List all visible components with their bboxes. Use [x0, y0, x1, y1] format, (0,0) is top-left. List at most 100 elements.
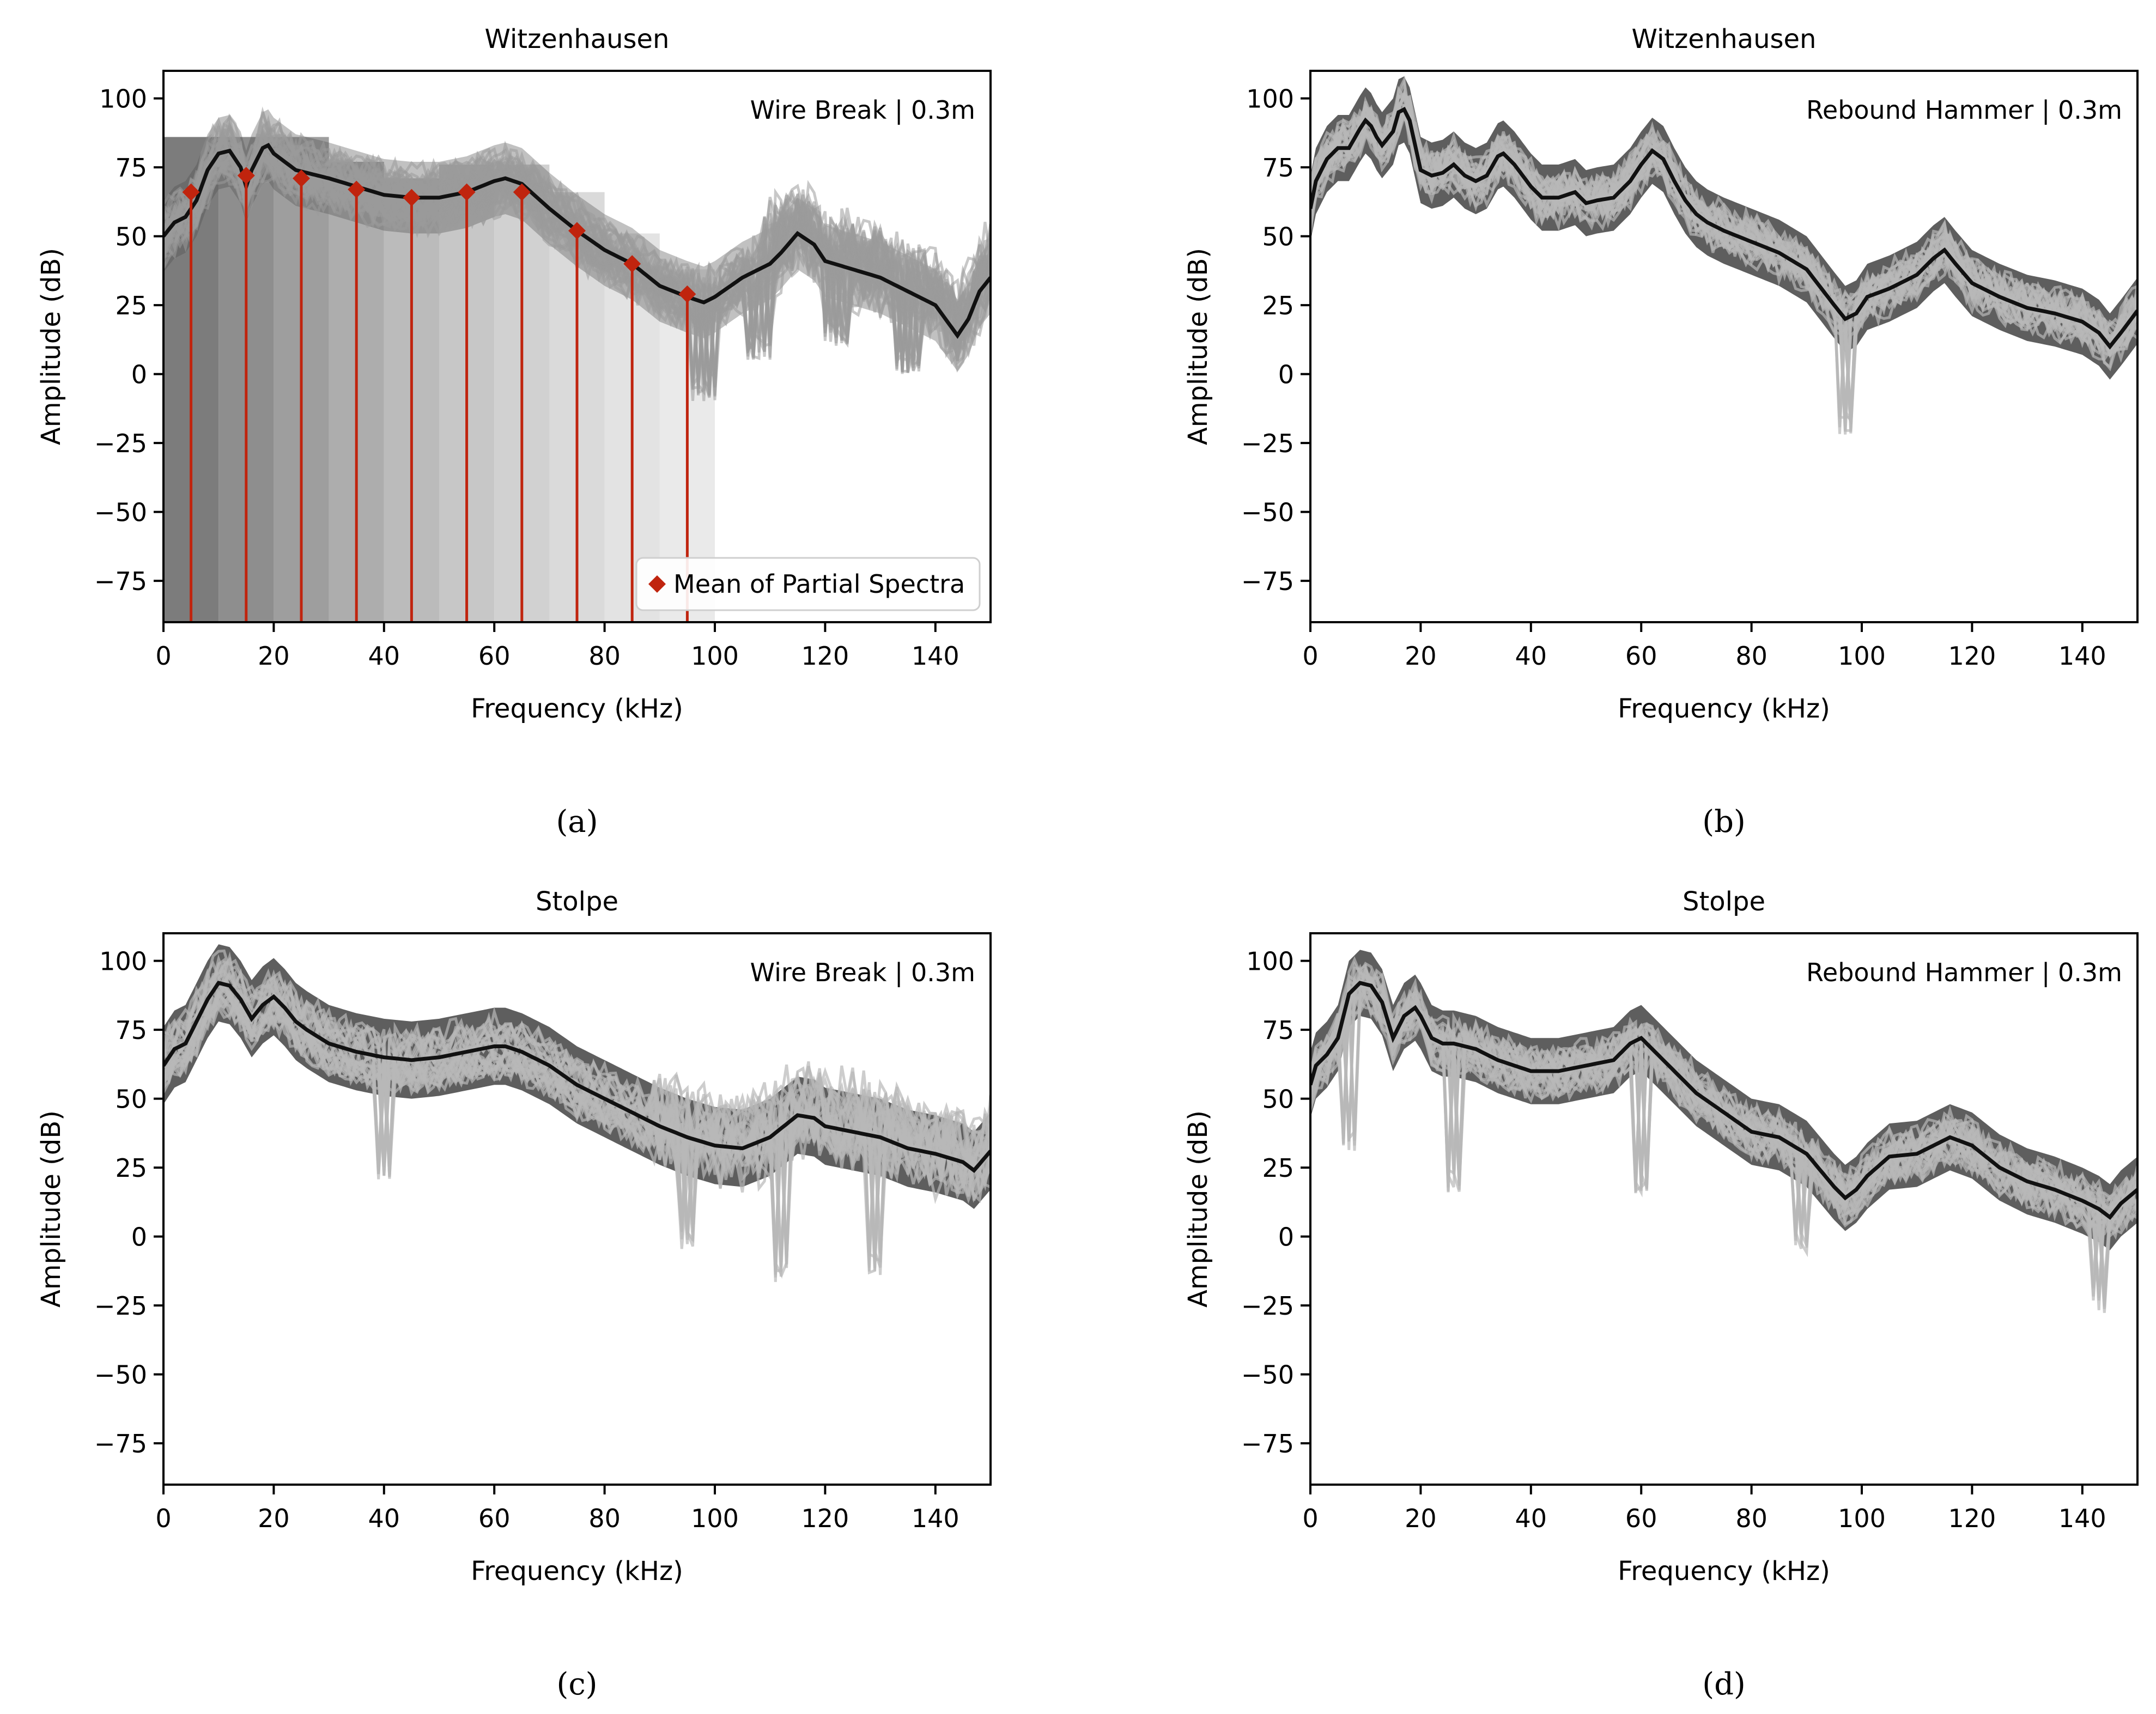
chart-b: 0 20 40 60 80 100 120 140 100 75 50 25 0 −25 −50 −75 Wit…: [1183, 24, 2139, 840]
annotation: Wire Break | 0.3m: [750, 95, 975, 125]
y-tick-label: −25: [1241, 1291, 1294, 1321]
x-tick-label: 20: [258, 641, 290, 671]
y-tick-label: 0: [131, 1223, 147, 1252]
trial-spectrum: [1310, 105, 2137, 432]
x-tick-label: 0: [1302, 1504, 1318, 1533]
chart-title: Witzenhausen: [1632, 24, 1817, 54]
x-tick-label: 0: [1302, 641, 1318, 671]
y-tick-label: 75: [1262, 1016, 1294, 1045]
y-tick-label: −50: [94, 498, 147, 527]
y-tick-label: −25: [94, 1291, 147, 1321]
annotation: Rebound Hammer | 0.3m: [1806, 958, 2122, 988]
x-tick-label: 60: [1625, 641, 1657, 671]
axes-frame: [162, 70, 992, 623]
x-tick-label: 120: [1948, 641, 1996, 671]
x-tick-label: 120: [1948, 1504, 1996, 1533]
x-axis-label: Frequency (kHz): [471, 1556, 683, 1587]
chart-title: Stolpe: [1683, 886, 1765, 917]
y-tick-label: 50: [1262, 222, 1294, 252]
y-tick-label: −75: [94, 1429, 147, 1458]
y-tick-label: −75: [1241, 567, 1294, 596]
plot-area: [163, 944, 991, 1283]
y-axis-label: Amplitude (dB): [36, 248, 66, 445]
x-tick-label: 40: [368, 641, 400, 671]
partial-spectrum-marker: [348, 180, 366, 198]
y-tick-label: 25: [1262, 1153, 1294, 1183]
plot-area: [163, 106, 991, 622]
trial-spectrum: [1310, 988, 2137, 1237]
y-tick-label: −25: [1241, 429, 1294, 458]
x-tick-label: 140: [912, 1504, 959, 1533]
x-tick-label: 80: [1735, 641, 1768, 671]
x-tick-label: 20: [1405, 641, 1437, 671]
x-tick-label: 100: [691, 1504, 739, 1533]
plot-area: [1310, 75, 2137, 435]
trial-spectrum: [1310, 977, 2137, 1301]
y-tick-label: 0: [1278, 1223, 1294, 1252]
y-tick-label: 50: [115, 1085, 147, 1114]
x-tick-label: 100: [691, 641, 739, 671]
trial-spectrum: [1310, 990, 2137, 1300]
partial-spectrum-marker: [623, 255, 641, 273]
x-axis-label: Frequency (kHz): [1618, 1556, 1830, 1587]
y-tick-label: −50: [1241, 498, 1294, 527]
x-axis-label: Frequency (kHz): [471, 694, 683, 724]
legend-marker: [648, 575, 666, 593]
y-axis-label: Amplitude (dB): [36, 1110, 66, 1308]
chart-title: Stolpe: [536, 886, 618, 917]
axes-frame: [1309, 932, 2139, 1486]
legend-box: [635, 557, 981, 611]
x-tick-label: 80: [1735, 1504, 1768, 1533]
y-tick-label: −75: [1241, 1429, 1294, 1458]
y-tick-label: 100: [99, 84, 147, 114]
axes-frame: [162, 932, 992, 1486]
x-tick-label: 140: [2058, 1504, 2106, 1533]
x-axis-label: Frequency (kHz): [1618, 694, 1830, 724]
partial-spectrum-marker: [458, 183, 476, 201]
x-tick-label: 20: [258, 1504, 290, 1533]
x-tick-label: 40: [1515, 641, 1547, 671]
x-tick-label: 80: [588, 641, 621, 671]
panel-caption: (c): [556, 1667, 597, 1702]
y-tick-label: 50: [1262, 1085, 1294, 1114]
plot-area: [1310, 950, 2137, 1313]
y-tick-label: 50: [115, 222, 147, 252]
axes-frame: [1309, 70, 2139, 623]
trial-spectrum: [163, 978, 991, 1272]
x-tick-label: 100: [1838, 1504, 1886, 1533]
y-tick-label: 75: [1262, 153, 1294, 183]
partial-spectrum-marker: [293, 169, 310, 187]
x-tick-label: 60: [478, 641, 511, 671]
chart-c: 0 20 40 60 80 100 120 140 100 75 50 25 0 −25 −50 −75 Sto…: [36, 886, 992, 1702]
trial-spectrum: [1310, 989, 2137, 1234]
x-tick-label: 20: [1405, 1504, 1437, 1533]
trial-spectrum: [163, 1000, 991, 1273]
partial-spectrum-marker: [513, 183, 531, 201]
trial-spectrum: [1310, 93, 2137, 418]
mean-spectrum-line: [163, 981, 991, 1173]
x-tick-label: 60: [1625, 1504, 1657, 1533]
annotation: Wire Break | 0.3m: [750, 958, 975, 988]
partial-spectrum-marker: [678, 285, 696, 303]
chart-a: 0 20 40 60 80 100 120 140 100 75 50 25 0 −25 −50 −75 Wit…: [36, 24, 992, 840]
y-tick-label: −50: [1241, 1360, 1294, 1390]
x-tick-label: 140: [912, 641, 959, 671]
trial-spectrum: [163, 984, 991, 1278]
y-tick-label: 0: [131, 360, 147, 390]
y-tick-label: −75: [94, 567, 147, 596]
x-tick-label: 120: [801, 1504, 849, 1533]
x-tick-label: 120: [801, 641, 849, 671]
y-tick-label: 75: [115, 1016, 147, 1045]
annotation: Rebound Hammer | 0.3m: [1806, 95, 2122, 125]
x-tick-label: 80: [588, 1504, 621, 1533]
partial-spectrum-marker: [182, 183, 200, 201]
panel-caption: (d): [1702, 1667, 1746, 1702]
y-tick-label: 25: [115, 291, 147, 320]
mean-spectrum-line: [1310, 981, 2137, 1220]
y-axis-label: Amplitude (dB): [1183, 248, 1213, 445]
chart-title: Witzenhausen: [485, 24, 670, 54]
mean-spectrum-line: [1310, 107, 2137, 350]
trial-spectrum: [163, 951, 991, 1263]
x-tick-label: 140: [2058, 641, 2106, 671]
